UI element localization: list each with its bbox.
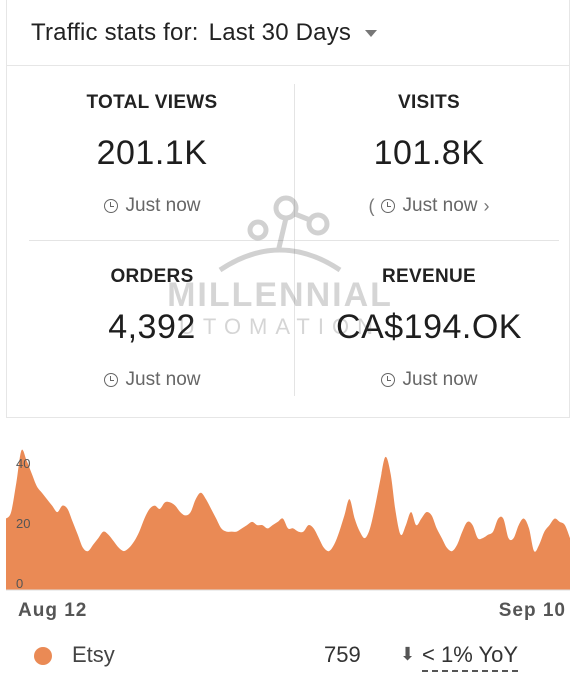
chevron-right-icon[interactable]: › bbox=[483, 195, 490, 216]
chart-legend[interactable]: Etsy 759 ⬇ < 1% YoY bbox=[34, 640, 554, 672]
clock-icon bbox=[103, 373, 118, 387]
stat-time-text: Just now bbox=[125, 195, 201, 216]
stat-label: TOTAL VIEWS bbox=[86, 92, 218, 113]
chevron-down-icon[interactable] bbox=[365, 30, 378, 37]
x-tick-label: Sep 10 bbox=[498, 600, 566, 621]
stat-revenue[interactable]: REVENUE CA$194.OK Just now bbox=[294, 266, 564, 391]
y-tick-label: 20 bbox=[16, 516, 31, 531]
stat-value: 201.1K bbox=[96, 134, 208, 172]
y-tick-label: 40 bbox=[16, 456, 31, 471]
stat-label: ORDERS bbox=[110, 266, 194, 287]
x-tick-label: Aug 12 bbox=[18, 600, 88, 621]
arrow-down-icon: ⬇ bbox=[400, 644, 416, 664]
chevron-left-icon[interactable]: ( bbox=[368, 195, 375, 216]
clock-icon bbox=[380, 373, 395, 387]
stat-time-text: Just now bbox=[125, 369, 201, 390]
legend-series-name: Etsy bbox=[72, 642, 115, 667]
header-title: Traffic stats for: bbox=[31, 18, 199, 46]
legend-series-value: 759 bbox=[324, 642, 361, 667]
stat-orders[interactable]: ORDERS 4,392 Just now bbox=[17, 266, 287, 391]
traffic-chart: 40 20 0 bbox=[6, 440, 570, 592]
divider-horizontal bbox=[29, 240, 559, 241]
date-range-selector[interactable]: Traffic stats for: Last 30 Days bbox=[31, 18, 378, 47]
stat-time-text: Just now bbox=[402, 369, 478, 390]
legend-dot-icon bbox=[34, 647, 52, 665]
stat-updated: Just now bbox=[17, 369, 287, 391]
stat-updated: Just now bbox=[17, 195, 287, 217]
stat-visits[interactable]: VISITS 101.8K ( Just now › bbox=[294, 92, 564, 217]
stat-label: VISITS bbox=[398, 92, 460, 113]
y-tick-label: 0 bbox=[16, 576, 24, 591]
stat-label: REVENUE bbox=[382, 266, 476, 287]
stat-value: 101.8K bbox=[373, 134, 485, 172]
clock-icon bbox=[380, 199, 395, 213]
stat-value: 4,392 bbox=[108, 308, 196, 346]
stat-value: CA$194.OK bbox=[336, 308, 522, 346]
stat-total-views[interactable]: TOTAL VIEWS 201.1K Just now bbox=[17, 92, 287, 217]
header: Traffic stats for: Last 30 Days bbox=[6, 0, 570, 66]
x-axis: Aug 12 Sep 10 bbox=[16, 600, 566, 622]
clock-icon bbox=[103, 199, 118, 213]
date-range-value[interactable]: Last 30 Days bbox=[208, 18, 352, 46]
stat-updated: Just now bbox=[294, 369, 564, 391]
series-area-etsy bbox=[6, 449, 570, 590]
stat-updated: ( Just now › bbox=[294, 195, 564, 217]
stats-grid: TOTAL VIEWS 201.1K Just now VISITS 101.8… bbox=[6, 66, 570, 418]
stat-time-text: Just now bbox=[402, 195, 478, 216]
area-chart bbox=[6, 449, 570, 591]
yoy-change[interactable]: < 1% YoY bbox=[422, 642, 519, 672]
